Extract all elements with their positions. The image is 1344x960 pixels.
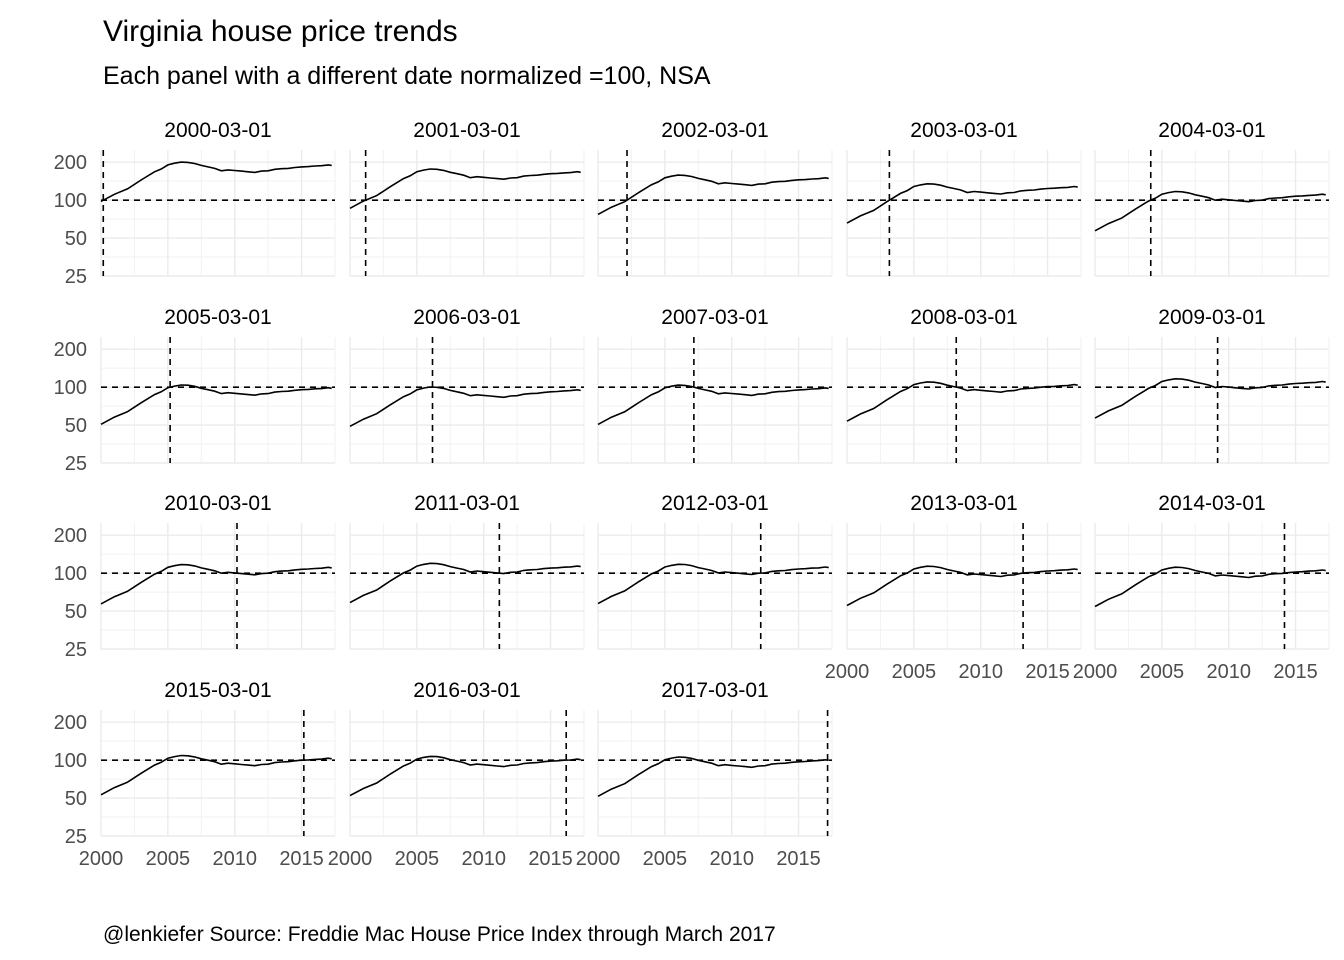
y-tick-label: 100 xyxy=(54,750,87,772)
y-tick-label: 200 xyxy=(54,525,87,547)
series-line xyxy=(597,563,829,605)
x-tick-label: 2010 xyxy=(709,848,754,870)
panel-2007-03-01: 2007-03-01 xyxy=(597,306,833,464)
x-tick-label: 2000 xyxy=(1073,661,1118,683)
panel-2010-03-01: 2010-03-01 25 50 100 200 xyxy=(54,492,336,661)
panel-strip-label: 2002-03-01 xyxy=(661,119,768,142)
x-tick-label: 2000 xyxy=(79,848,124,870)
x-tick-label: 2015 xyxy=(1273,661,1318,683)
series-line xyxy=(597,384,829,426)
panel-2005-03-01: 2005-03-01 25 50 100 200 xyxy=(54,306,336,475)
y-tick-label: 200 xyxy=(54,152,87,174)
chart-title: Virginia house price trends xyxy=(103,15,458,48)
panel-2013-03-01: 2013-03-01 2000 2005 2010 2015 xyxy=(825,492,1082,683)
series-line xyxy=(349,755,581,797)
x-tick-label: 2005 xyxy=(643,848,688,870)
panel-2004-03-01: 2004-03-01 xyxy=(1094,119,1330,277)
y-tick-label: 200 xyxy=(54,339,87,361)
panel-strip-label: 2005-03-01 xyxy=(164,306,271,329)
panel-strip-label: 2014-03-01 xyxy=(1158,492,1265,515)
panel-strip-label: 2006-03-01 xyxy=(413,306,520,329)
series-line xyxy=(597,756,829,798)
x-tick-label: 2010 xyxy=(1206,661,1251,683)
panel-2003-03-01: 2003-03-01 xyxy=(846,119,1082,277)
y-tick-label: 25 xyxy=(65,453,87,475)
panel-strip-label: 2008-03-01 xyxy=(910,306,1017,329)
panel-strip-label: 2017-03-01 xyxy=(661,679,768,702)
panel-strip-label: 2003-03-01 xyxy=(910,119,1017,142)
y-tick-label: 50 xyxy=(65,228,87,250)
panel-2009-03-01: 2009-03-01 xyxy=(1094,306,1330,464)
panel-strip-label: 2015-03-01 xyxy=(164,679,271,702)
y-tick-label: 25 xyxy=(65,826,87,848)
series-line xyxy=(1094,377,1326,419)
x-tick-label: 2005 xyxy=(146,848,191,870)
panel-2002-03-01: 2002-03-01 xyxy=(597,119,833,277)
panel-strip-label: 2000-03-01 xyxy=(164,119,271,142)
y-tick-label: 25 xyxy=(65,266,87,288)
x-tick-label: 2010 xyxy=(212,848,257,870)
y-tick-label: 100 xyxy=(54,190,87,212)
panel-2011-03-01: 2011-03-01 xyxy=(349,492,585,650)
chart-caption: @lenkiefer Source: Freddie Mac House Pri… xyxy=(103,923,776,946)
series-line xyxy=(1094,566,1326,608)
panel-2006-03-01: 2006-03-01 xyxy=(349,306,585,464)
x-tick-label: 2005 xyxy=(1140,661,1185,683)
y-tick-label: 50 xyxy=(65,788,87,810)
x-tick-label: 2015 xyxy=(279,848,324,870)
panel-2000-03-01: 2000-03-01 25 50 100 200 xyxy=(54,119,336,288)
panel-strip-label: 2001-03-01 xyxy=(413,119,520,142)
x-tick-label: 2005 xyxy=(395,848,440,870)
x-tick-label: 2000 xyxy=(328,848,373,870)
series-line xyxy=(100,563,332,605)
panel-strip-label: 2012-03-01 xyxy=(661,492,768,515)
panel-strip-label: 2011-03-01 xyxy=(414,492,520,515)
series-line xyxy=(1094,190,1326,232)
series-line xyxy=(100,161,332,203)
series-line xyxy=(100,754,332,796)
panel-2017-03-01: 2017-03-01 2000 2005 2010 2015 xyxy=(576,679,833,870)
panel-2014-03-01: 2014-03-01 2000 2005 2010 2015 xyxy=(1073,492,1330,683)
panel-strip-label: 2010-03-01 xyxy=(164,492,271,515)
x-tick-label: 2005 xyxy=(892,661,937,683)
series-line xyxy=(349,168,581,210)
panel-strip-label: 2004-03-01 xyxy=(1158,119,1265,142)
x-tick-label: 2015 xyxy=(1025,661,1070,683)
panels-grid: 2000-03-01 25 50 100 200 2001-03-01 2002-03-01… xyxy=(54,119,1330,870)
panel-2015-03-01: 2015-03-01 25 50 100 200 2000 2005 2010 2015 xyxy=(54,679,336,870)
series-line xyxy=(846,182,1078,224)
y-tick-label: 200 xyxy=(54,712,87,734)
x-tick-label: 2010 xyxy=(958,661,1003,683)
panel-strip-label: 2009-03-01 xyxy=(1158,306,1265,329)
panel-strip-label: 2007-03-01 xyxy=(661,306,768,329)
panel-2008-03-01: 2008-03-01 xyxy=(846,306,1082,464)
series-line xyxy=(349,562,581,604)
panel-2012-03-01: 2012-03-01 xyxy=(597,492,833,650)
series-line xyxy=(597,174,829,216)
y-tick-label: 50 xyxy=(65,601,87,623)
x-tick-label: 2000 xyxy=(576,848,621,870)
chart-subtitle: Each panel with a different date normali… xyxy=(103,62,711,90)
y-tick-label: 50 xyxy=(65,415,87,437)
panel-2001-03-01: 2001-03-01 xyxy=(349,119,585,277)
y-tick-label: 25 xyxy=(65,639,87,661)
panel-strip-label: 2016-03-01 xyxy=(413,679,520,702)
x-tick-label: 2015 xyxy=(776,848,821,870)
x-tick-label: 2015 xyxy=(528,848,573,870)
x-tick-label: 2000 xyxy=(825,661,870,683)
series-line xyxy=(100,384,332,426)
panel-strip-label: 2013-03-01 xyxy=(910,492,1017,515)
series-line xyxy=(846,565,1078,607)
y-tick-label: 100 xyxy=(54,377,87,399)
series-line xyxy=(349,386,581,428)
panel-2016-03-01: 2016-03-01 2000 2005 2010 2015 xyxy=(328,679,585,870)
x-tick-label: 2010 xyxy=(461,848,506,870)
y-tick-label: 100 xyxy=(54,563,87,585)
